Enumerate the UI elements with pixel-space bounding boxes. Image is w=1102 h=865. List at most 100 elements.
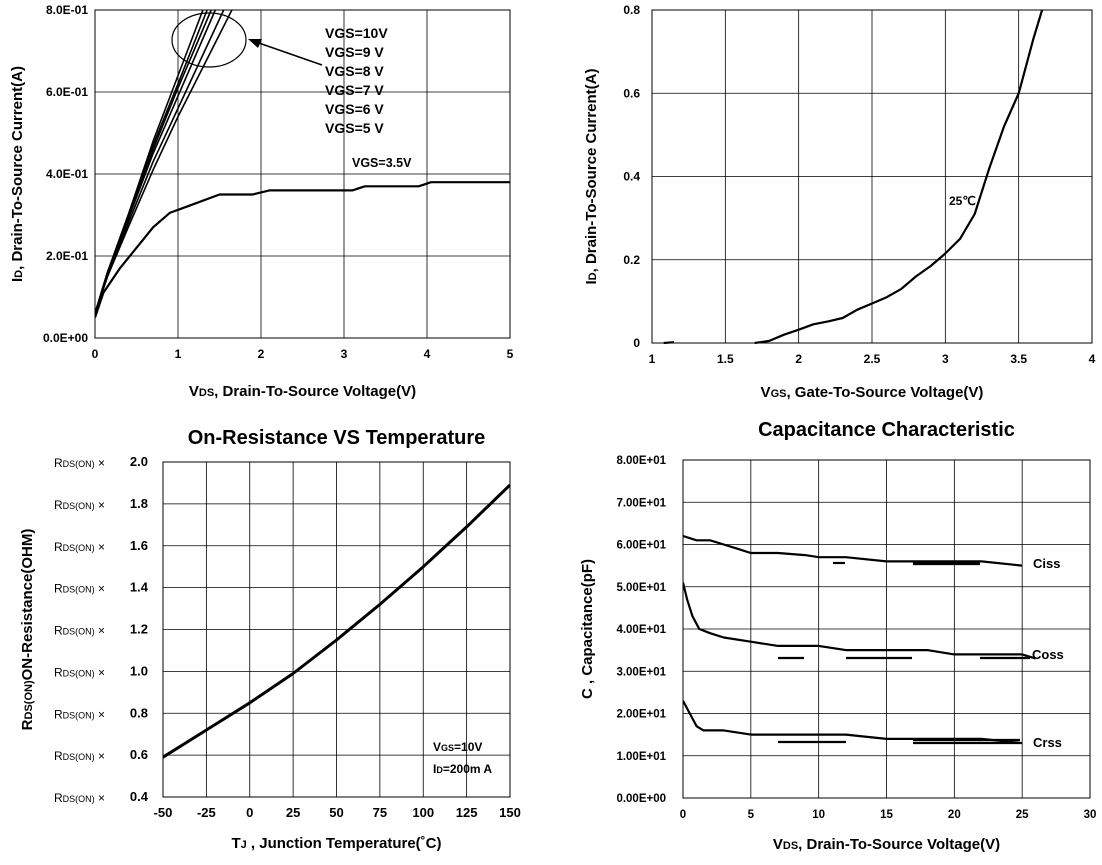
legend-entry: VGS=8 V (325, 63, 384, 79)
series-line-vgs-7-v (95, 9, 217, 314)
x-tick-label: 0 (246, 805, 253, 820)
x-tick-label: 125 (456, 805, 478, 820)
y-tick-prefix: RDS(ON) × (54, 707, 105, 721)
series-line-coss (683, 582, 1037, 660)
x-tick-label: 0 (680, 809, 686, 821)
annotation-vgs-3-5: VGS=3.5V (352, 156, 412, 170)
series-label-ciss: Ciss (1033, 556, 1060, 571)
x-tick-label: 3 (341, 347, 348, 361)
annotation-temperature: 25℃ (949, 194, 976, 208)
x-tick-label: 75 (373, 805, 387, 820)
y-tick-label: 2.0 (130, 454, 148, 469)
x-tick-label: 100 (412, 805, 434, 820)
legend-entry: VGS=9 V (325, 44, 384, 60)
y-tick-prefix: RDS(ON) × (54, 665, 105, 679)
y-tick-label: 3.00E+01 (616, 666, 666, 678)
y-tick-prefix: RDS(ON) × (54, 498, 105, 512)
y-axis-label: RDS(ON)ON-Resistance(OHM) (19, 529, 36, 731)
legend-entry: VGS=6 V (325, 101, 384, 117)
x-axis-label: VDS, Drain-To-Source Voltage(V) (773, 836, 1000, 853)
x-tick-label: 20 (948, 809, 961, 821)
annotation-arrow (255, 41, 323, 66)
y-tick-label: 1.00E+01 (616, 751, 666, 763)
x-tick-label: 4 (1089, 352, 1096, 366)
x-tick-label: 30 (1084, 809, 1097, 821)
y-tick-label: 0.2 (623, 253, 640, 267)
x-tick-label: 1 (175, 347, 182, 361)
y-tick-label: 0.00E+00 (616, 793, 666, 805)
series-line-vgs-5-v (95, 9, 233, 314)
y-tick-label: 8.00E+01 (616, 455, 666, 467)
x-tick-label: 0 (92, 347, 99, 361)
y-tick-label: 2.00E+01 (616, 709, 666, 721)
y-tick-label: 0.8 (623, 3, 640, 17)
annotation-id: ID=200m A (433, 762, 492, 776)
x-tick-label: 15 (880, 809, 893, 821)
y-tick-prefix: RDS(ON) × (54, 624, 105, 638)
y-tick-label: 1.0 (130, 663, 148, 678)
x-tick-label: 5 (507, 347, 514, 361)
y-tick-label: 8.0E-01 (46, 3, 88, 17)
x-tick-label: 3 (942, 352, 949, 366)
x-tick-label: 2.5 (864, 352, 881, 366)
series-line-25- (663, 341, 675, 344)
x-axis-label: TJ , Junction Temperature(˚C) (231, 835, 441, 852)
y-axis-label: C , Capacitance(pF) (579, 559, 596, 699)
series-line-vgs-3-5v (95, 181, 510, 318)
y-tick-label: 0.6 (623, 86, 640, 100)
x-tick-label: 150 (499, 805, 521, 820)
x-tick-label: 10 (812, 809, 825, 821)
y-tick-label: 1.2 (130, 622, 148, 637)
y-tick-label: 1.4 (130, 580, 149, 595)
chart-rdson: -50 -25 0 25 50 75 100 125 150 0.4 RDS(ON) × 0.6 RDS… (19, 427, 521, 852)
annotation-arrowhead (248, 39, 262, 48)
x-tick-label: 5 (748, 809, 755, 821)
y-tick-label: 2.0E-01 (46, 249, 88, 263)
y-tick-prefix: RDS(ON) × (54, 456, 105, 470)
plot-frame (651, 9, 1093, 344)
y-tick-label: 0.6 (130, 747, 148, 762)
y-tick-label: 0.8 (130, 705, 148, 720)
y-tick-label: 0.4 (623, 170, 640, 184)
series-label-coss: Coss (1032, 647, 1064, 662)
x-tick-label: 50 (329, 805, 343, 820)
x-axis-label: VGS, Gate-To-Source Voltage(V) (761, 384, 984, 401)
y-tick-label: 1.8 (130, 496, 148, 511)
y-axis-label: ID, Drain-To-Source Current(A) (9, 66, 26, 282)
y-tick-prefix: RDS(ON) × (54, 540, 105, 554)
series-line-rds-on- (163, 483, 510, 759)
annotation-vgs: VGS=10V (433, 740, 482, 754)
y-tick-label: 0.0E+00 (43, 331, 88, 345)
plot-frame (162, 461, 511, 798)
y-tick-label: 1.6 (130, 538, 148, 553)
x-tick-label: 3.5 (1010, 352, 1027, 366)
chart-capacitance: 0 5 10 15 20 25 30 0.00E+00 1.00E+01 2.00E+01 3.00… (579, 419, 1096, 853)
x-tick-label: 1 (649, 352, 656, 366)
y-tick-label: 7.00E+01 (616, 497, 666, 509)
y-axis-label: ID, Drain-To-Source Current(A) (583, 68, 600, 284)
y-tick-label: 0.4 (130, 789, 149, 804)
series-line-25- (754, 9, 1044, 344)
x-tick-label: 25 (1016, 809, 1029, 821)
highlight-ellipse (171, 12, 247, 68)
x-axis-label: VDS, Drain-To-Source Voltage(V) (189, 383, 416, 400)
x-tick-label: 2 (258, 347, 265, 361)
y-tick-label: 5.00E+01 (616, 582, 666, 594)
chart-title: On-Resistance VS Temperature (188, 427, 486, 449)
y-tick-label: 0 (633, 336, 640, 350)
legend-entry: VGS=7 V (325, 82, 384, 98)
x-tick-label: 4 (424, 347, 431, 361)
legend-entry: VGS=10V (325, 25, 388, 41)
y-tick-label: 6.0E-01 (46, 85, 88, 99)
series-line-crss (683, 700, 1023, 745)
chart-title: Capacitance Characteristic (758, 419, 1015, 441)
y-tick-label: 6.00E+01 (616, 540, 666, 552)
x-tick-label: 2 (795, 352, 802, 366)
chart-transfer: 1 1.5 2 2.5 3 3.5 4 0 0.2 0.4 0.6 0.8 VGS, Gate-To-S… (583, 3, 1096, 401)
legend-entry: VGS=5 V (325, 120, 384, 136)
x-tick-label: 25 (286, 805, 300, 820)
y-tick-prefix: RDS(ON) × (54, 582, 105, 596)
y-tick-prefix: RDS(ON) × (54, 749, 105, 763)
